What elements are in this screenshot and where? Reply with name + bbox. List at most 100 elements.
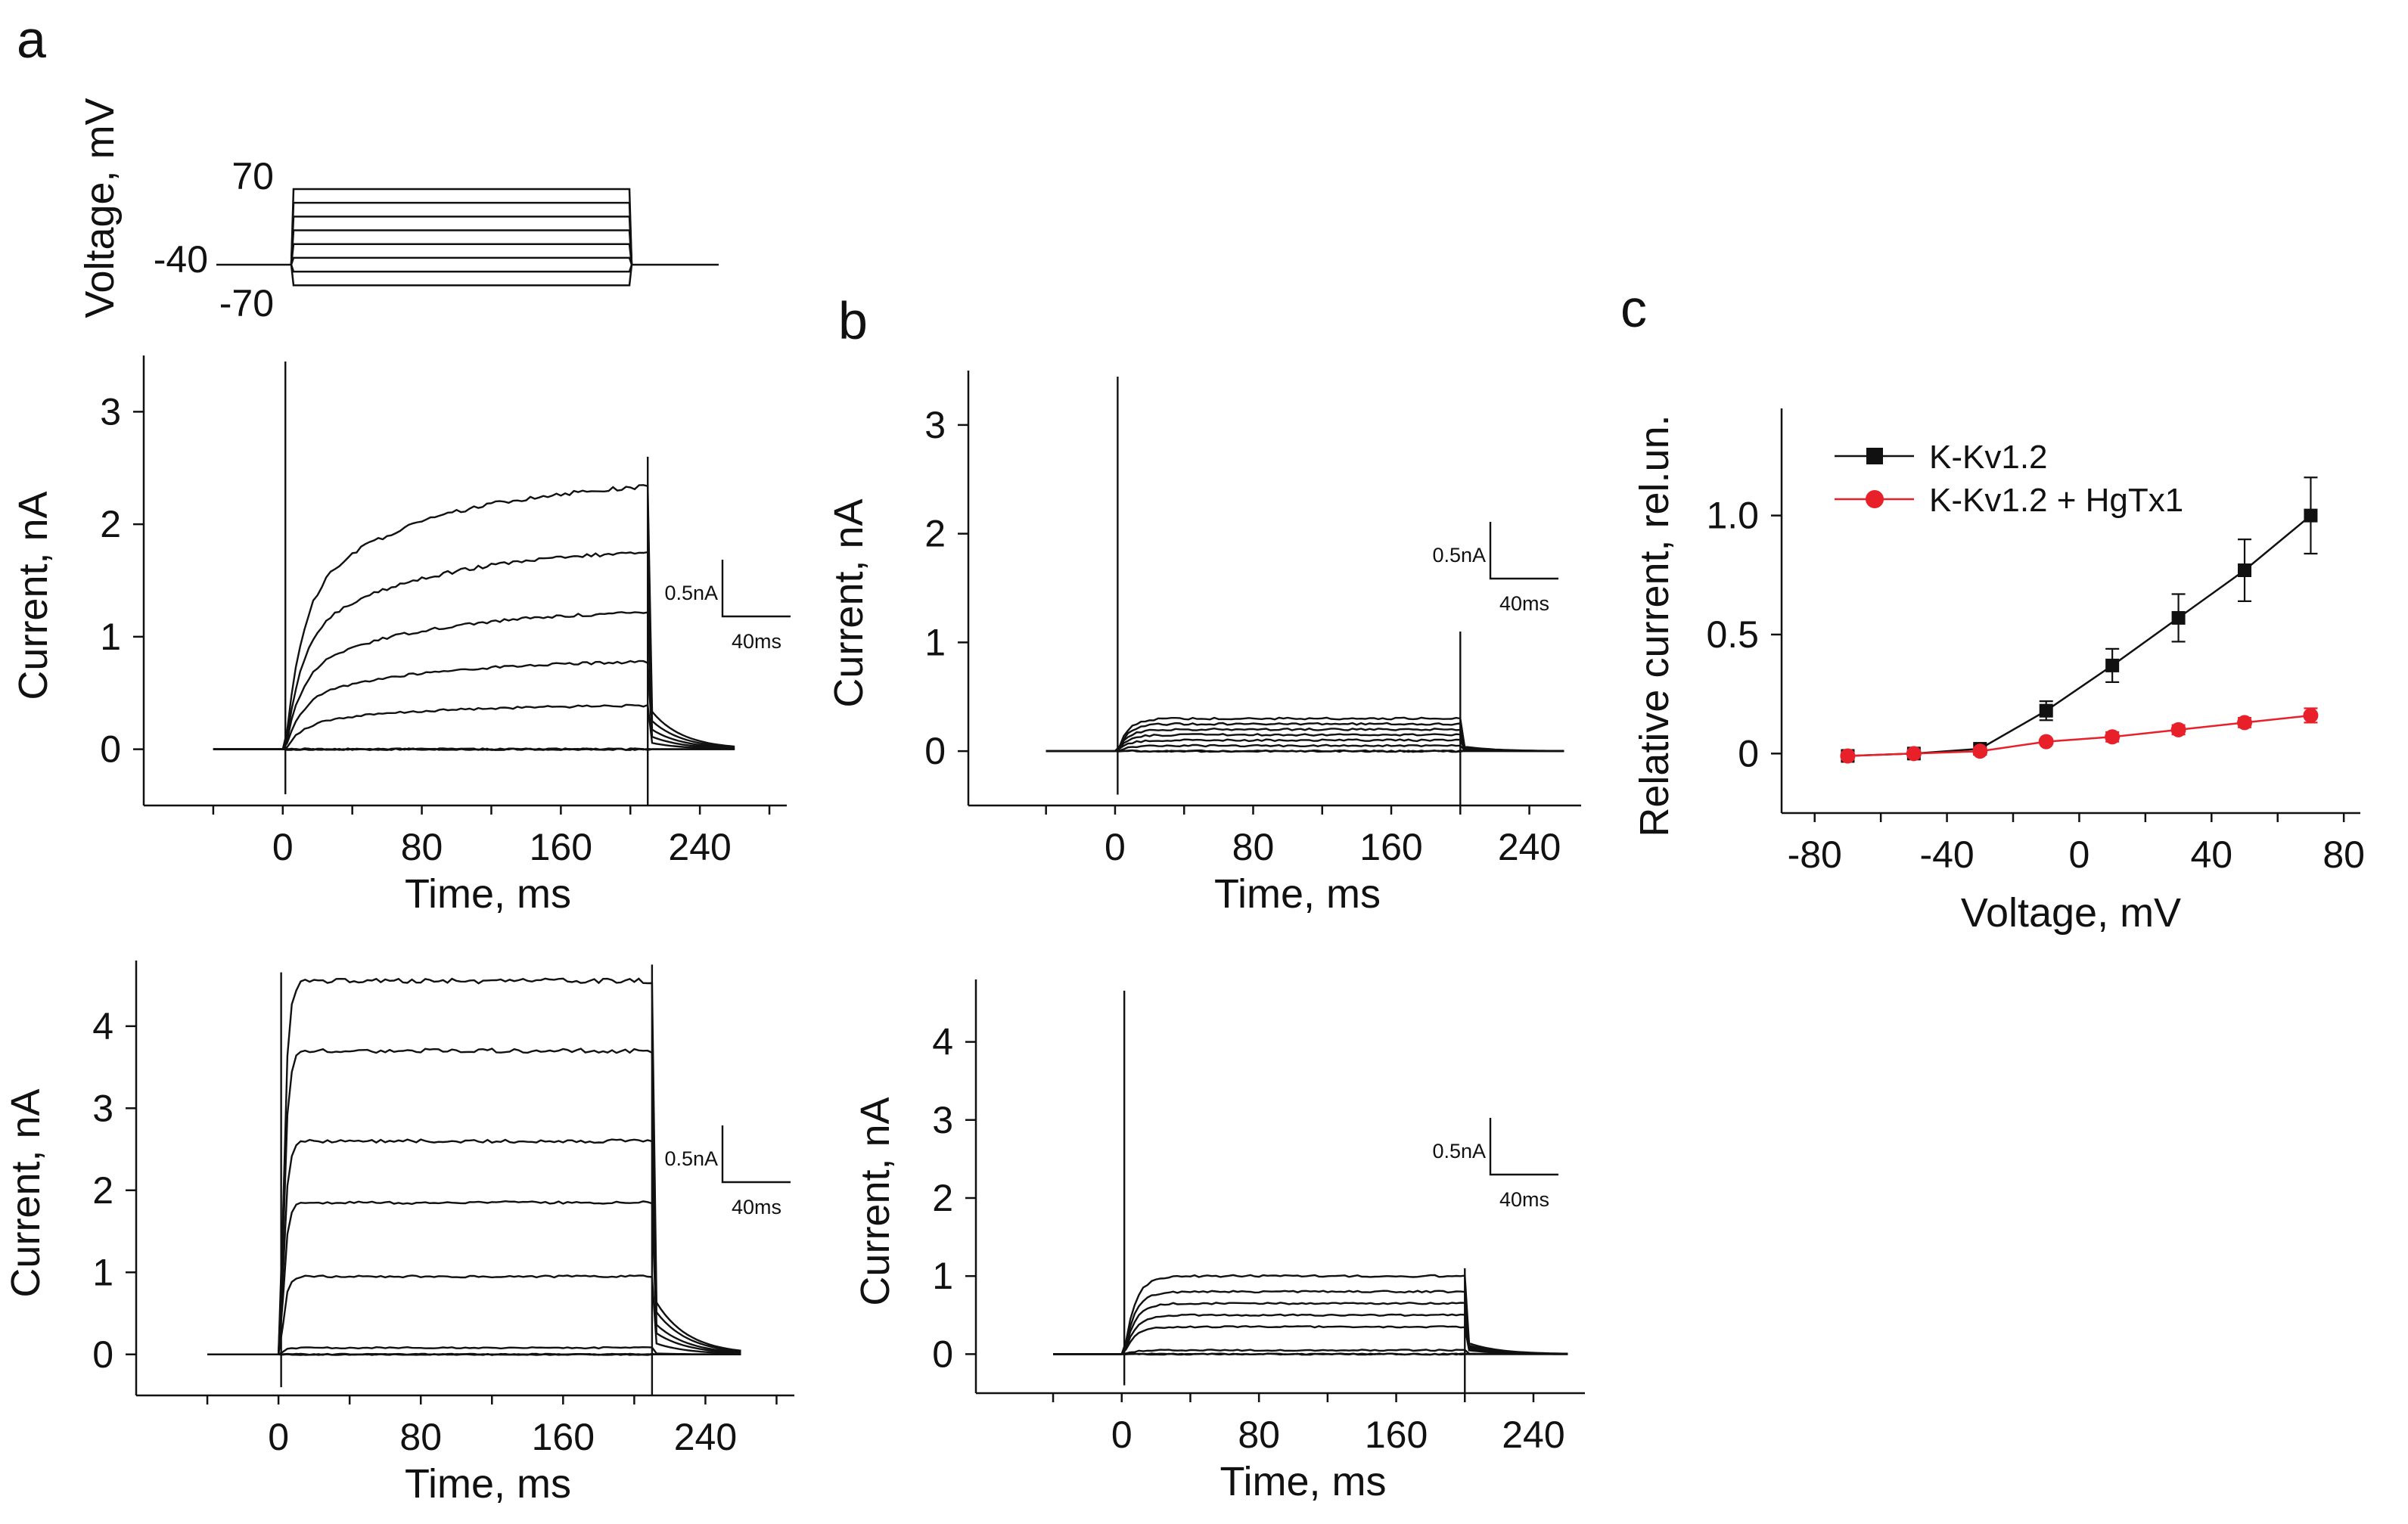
protocol-step <box>290 243 633 265</box>
scale-bar: 0.5nA 40ms <box>1432 522 1558 615</box>
scale-bar-time-label: 40ms <box>732 630 781 653</box>
current-trace <box>1053 1349 1568 1355</box>
protocol-step <box>290 256 633 265</box>
panel-label-a: a <box>17 10 46 69</box>
current-trace <box>1053 1325 1568 1355</box>
current-trace <box>1053 1274 1568 1355</box>
data-point <box>2237 715 2252 731</box>
protocol-step <box>290 264 633 273</box>
scale-bar-lines <box>1489 522 1558 580</box>
y-tick-label: 3 <box>924 404 946 446</box>
series-1 <box>1840 707 2319 764</box>
charts-layer: 0 0.5 1.0 -80 -40 0 40 80 Voltage, mV Relative cu… <box>1632 408 2365 936</box>
protocol-level-label: -70 <box>219 282 274 324</box>
x-axis-label: Time, ms <box>1220 1459 1387 1504</box>
legend: K-Kv1.2 K-Kv1.2 + HgTx1 <box>1835 439 2183 519</box>
x-axis-label: Voltage, mV <box>1961 890 2181 936</box>
x-tick-label: 80 <box>401 826 443 868</box>
trace-panel-a-top: 0 1 2 3 0 80 160 240 Time, ms Current, nA 0.5nA 40m… <box>11 355 791 917</box>
x-tick-label: 0 <box>2069 833 2090 876</box>
y-tick-label: 4 <box>932 1021 953 1063</box>
data-point <box>2038 734 2054 750</box>
trace-panel-b-top: 0 1 2 3 0 80 160 240 Time, ms Current, nA 0.5nA 40m… <box>826 371 1581 917</box>
current-trace <box>207 1200 741 1356</box>
scale-bar-current-label: 0.5nA <box>1432 544 1486 566</box>
y-tick-label: 0 <box>1738 732 1759 774</box>
y-tick-label: 1 <box>924 621 946 663</box>
data-point <box>1906 746 1922 762</box>
scale-bar-lines <box>1489 1118 1558 1176</box>
data-point <box>2304 508 2318 523</box>
protocol-step <box>290 264 633 287</box>
x-tick-label: 40 <box>2190 833 2232 876</box>
y-tick-label: 0 <box>932 1333 953 1375</box>
y-tick-label: 2 <box>92 1169 113 1212</box>
scale-bar-current-label: 0.5nA <box>1432 1140 1486 1162</box>
x-tick-label: 160 <box>1359 826 1422 868</box>
y-axis-label: Current, nA <box>3 1088 48 1297</box>
labels-layer: a b c 70 -40 -70 Voltage, mV <box>17 10 1647 350</box>
series-line <box>1847 714 2311 757</box>
x-tick-label: 240 <box>1498 826 1561 868</box>
current-trace <box>213 611 735 750</box>
current-trace <box>207 1274 741 1356</box>
current-trace <box>1053 1302 1568 1355</box>
data-point <box>2170 722 2186 737</box>
legend-label: K-Kv1.2 + HgTx1 <box>1929 482 2183 519</box>
y-tick-label: 2 <box>100 503 121 545</box>
current-trace <box>1053 1313 1568 1355</box>
y-tick-label: 0 <box>924 730 946 772</box>
y-axis-label: Current, nA <box>826 498 872 707</box>
iv-chart: 0 0.5 1.0 -80 -40 0 40 80 Voltage, mV Relative cu… <box>1632 408 2365 936</box>
x-tick-label: 0 <box>272 826 294 868</box>
y-axis-label: Relative current, rel.un. <box>1632 414 1677 836</box>
y-tick-label: 2 <box>932 1177 953 1219</box>
y-tick-label: 1 <box>932 1255 953 1297</box>
x-tick-label: 160 <box>1365 1414 1428 1456</box>
data-point <box>2303 707 2319 723</box>
y-tick-label: 1 <box>100 616 121 658</box>
data-point <box>2039 703 2053 718</box>
scale-bar-current-label: 0.5nA <box>664 1147 718 1170</box>
x-axis-label: Time, ms <box>1214 871 1381 917</box>
y-tick-label: 0 <box>92 1333 113 1376</box>
x-tick-label: 80 <box>1232 826 1275 868</box>
data-point <box>1972 743 1988 759</box>
y-tick-label: 3 <box>932 1099 953 1141</box>
current-trace <box>1046 716 1564 753</box>
legend-label: K-Kv1.2 <box>1929 439 2048 476</box>
x-tick-label: -40 <box>1919 833 1974 876</box>
x-tick-label: 80 <box>399 1416 442 1458</box>
current-trace <box>1053 1290 1568 1355</box>
data-point <box>2238 563 2251 577</box>
x-tick-label: 240 <box>674 1416 737 1458</box>
y-tick-label: 0.5 <box>1706 613 1759 656</box>
scale-bar-time-label: 40ms <box>1499 1188 1549 1211</box>
y-tick-label: 2 <box>924 513 946 555</box>
x-tick-label: 160 <box>530 826 592 868</box>
scale-bar-lines <box>721 560 791 618</box>
protocol-step <box>290 229 633 265</box>
x-tick-label: 0 <box>1111 1414 1133 1456</box>
voltage-protocol: 70 -40 -70 Voltage, mV <box>77 98 719 324</box>
legend-marker <box>1866 448 1883 464</box>
x-tick-label: -80 <box>1788 833 1842 876</box>
scale-bar-time-label: 40ms <box>732 1196 781 1218</box>
scale-bar: 0.5nA 40ms <box>664 1125 791 1218</box>
scale-bar-time-label: 40ms <box>1499 592 1549 615</box>
scale-bar-lines <box>721 1125 791 1184</box>
y-axis-label: Current, nA <box>11 491 56 700</box>
protocol-step <box>290 188 633 265</box>
y-tick-label: 0 <box>100 728 121 771</box>
legend-marker <box>1866 490 1884 508</box>
protocol-level-label: 70 <box>231 155 274 197</box>
y-tick-label: 1.0 <box>1706 495 1759 537</box>
y-axis-label: Current, nA <box>853 1097 898 1305</box>
current-trace <box>213 660 735 750</box>
y-tick-label: 3 <box>100 390 121 433</box>
x-tick-label: 160 <box>532 1416 595 1458</box>
trace-panel-b-bottom: 0 1 2 3 4 0 80 160 240 Time, ms Current, nA 0.5nA 40… <box>853 979 1585 1504</box>
scale-bar: 0.5nA 40ms <box>664 560 791 653</box>
